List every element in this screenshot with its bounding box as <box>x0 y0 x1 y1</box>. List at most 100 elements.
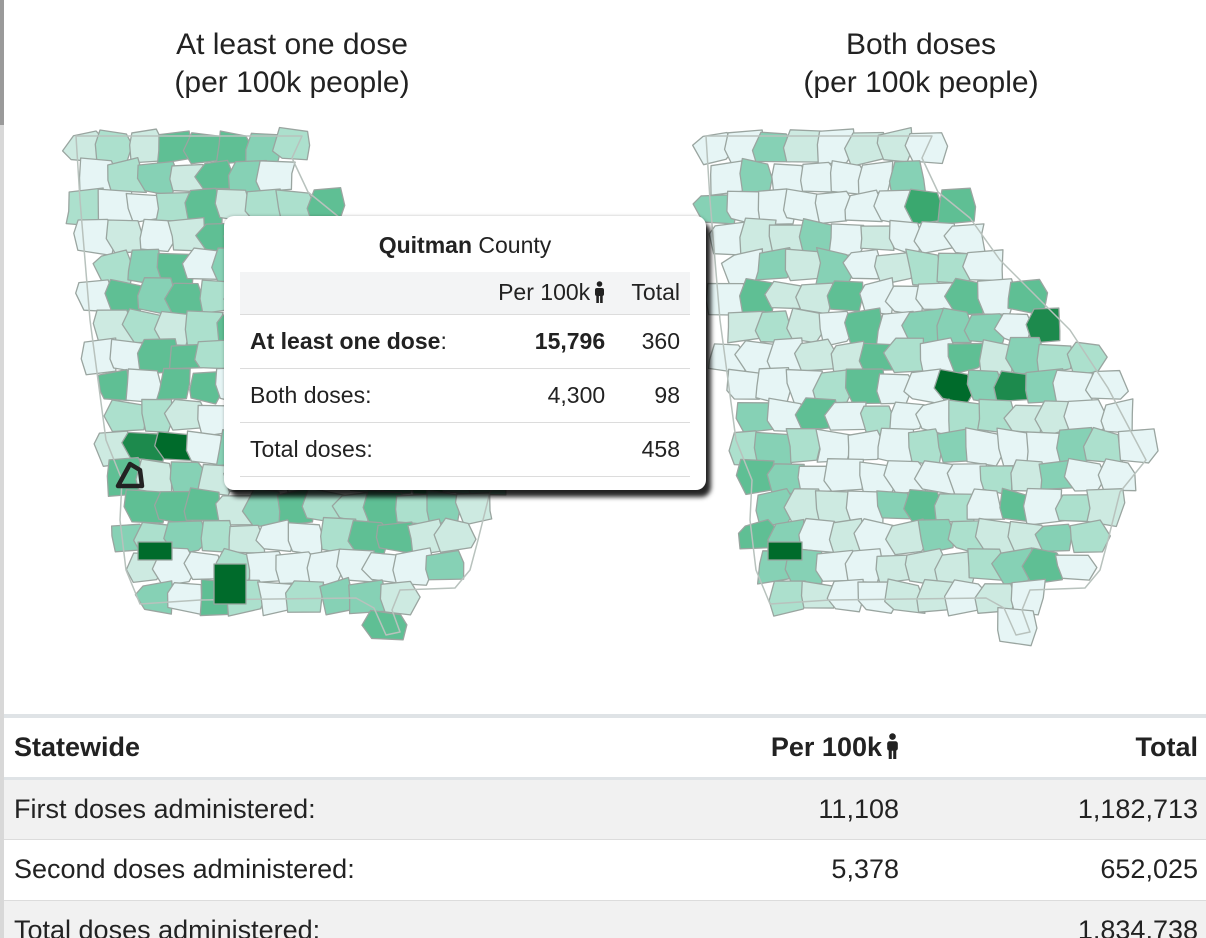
county-shape[interactable] <box>997 606 1038 647</box>
county-shape[interactable] <box>213 563 247 605</box>
county-shape[interactable] <box>847 429 887 461</box>
statewide-table: Statewide Per 100k Total First doses adm… <box>4 718 1206 938</box>
tooltip-row-label: At least one dose: <box>240 314 477 369</box>
hovered-county-outline[interactable] <box>115 461 145 489</box>
county-shape[interactable] <box>103 399 147 433</box>
tooltip-row-total: 458 <box>615 422 690 477</box>
tooltip-title: Quitman County <box>240 230 690 260</box>
county-shape[interactable] <box>917 518 955 555</box>
statewide-row: Total doses administered: 1,834,738 <box>4 900 1206 938</box>
county-shape[interactable] <box>379 580 421 616</box>
county-shape[interactable] <box>163 520 208 556</box>
county-shape[interactable] <box>1097 458 1137 492</box>
map-title-line1: At least one dose <box>176 28 408 61</box>
statewide-header-label: Statewide <box>4 718 644 780</box>
choropleth-map-both-doses[interactable] <box>690 120 1160 650</box>
tooltip-county-suffix: County <box>472 232 552 258</box>
county-shape[interactable] <box>166 582 205 616</box>
tooltip-header-empty <box>240 272 477 315</box>
county-shape[interactable] <box>844 189 884 223</box>
statewide-summary: Statewide Per 100k Total First doses adm… <box>4 714 1206 938</box>
map-title-line2: (per 100k people) <box>174 66 410 99</box>
county-shape[interactable] <box>815 428 853 463</box>
county-shape[interactable] <box>1034 523 1073 553</box>
tooltip-row-per100k: 4,300 <box>476 368 616 423</box>
map-title-line2: (per 100k people) <box>803 66 1039 99</box>
statewide-header-total: Total <box>904 718 1206 780</box>
county-shape[interactable] <box>1021 547 1067 585</box>
county-shape[interactable] <box>156 367 191 401</box>
county-shape[interactable] <box>426 489 461 525</box>
tooltip-row: Total doses: 458 <box>240 422 690 477</box>
county-shape[interactable] <box>823 458 865 492</box>
county-shape[interactable] <box>739 157 773 193</box>
county-shape[interactable] <box>785 428 822 464</box>
county-shape[interactable] <box>691 131 736 166</box>
county-shape[interactable] <box>97 368 132 402</box>
statewide-row-total: 1,182,713 <box>904 778 1206 840</box>
county-shape[interactable] <box>182 132 223 165</box>
county-shape[interactable] <box>105 219 145 254</box>
person-icon <box>887 732 898 759</box>
statewide-header-per100k: Per 100k <box>644 718 904 780</box>
county-shape[interactable] <box>767 541 803 561</box>
statewide-row-label: Second doses administered: <box>4 839 644 901</box>
county-shape[interactable] <box>1036 343 1073 376</box>
county-shape[interactable] <box>936 307 975 344</box>
county-shape[interactable] <box>826 578 865 613</box>
tooltip-row-total: 360 <box>615 314 690 369</box>
tooltip-row: At least one dose: 15,796 360 <box>240 314 690 369</box>
county-shape[interactable] <box>255 160 296 193</box>
county-shape[interactable] <box>885 518 930 556</box>
map-title-line1: Both doses <box>845 28 997 61</box>
scrollbar-track[interactable] <box>0 0 4 125</box>
person-icon <box>595 281 605 304</box>
statewide-row-label: Total doses administered: <box>4 900 644 938</box>
county-shape[interactable] <box>1084 369 1129 400</box>
county-shape[interactable] <box>905 248 942 288</box>
county-shape[interactable] <box>826 280 864 312</box>
county-shape[interactable] <box>1069 519 1111 554</box>
county-shape[interactable] <box>884 578 926 615</box>
statewide-row-total: 652,025 <box>904 839 1206 901</box>
county-shape[interactable] <box>903 188 944 225</box>
county-shape[interactable] <box>425 549 465 581</box>
county-shape[interactable] <box>1010 578 1046 616</box>
statewide-row-per100k: 5,378 <box>644 839 904 901</box>
county-shape[interactable] <box>107 157 147 194</box>
county-shape[interactable] <box>1025 307 1061 344</box>
county-shape[interactable] <box>857 160 894 196</box>
county-shape[interactable] <box>1066 341 1108 376</box>
map-title-at-least-one-dose: At least one dose (per 100k people) <box>82 26 502 102</box>
statewide-row-per100k <box>644 900 904 938</box>
state-outline <box>705 135 1147 636</box>
tooltip-row: Both doses: 4,300 98 <box>240 368 690 423</box>
county-shape[interactable] <box>1054 554 1098 581</box>
tooltip-table: Per 100k Total At least one dose: 15,796… <box>240 272 690 477</box>
county-shape[interactable] <box>255 519 297 553</box>
statewide-row-per100k: 11,108 <box>644 778 904 840</box>
tooltip-row-total: 98 <box>615 368 690 423</box>
tooltip-header-per100k-label: Per 100k <box>498 279 591 306</box>
county-shape[interactable] <box>125 368 163 404</box>
county-shape[interactable] <box>134 580 174 615</box>
page-left-border <box>0 0 4 938</box>
county-shape[interactable] <box>241 487 286 528</box>
county-shape[interactable] <box>392 547 435 586</box>
statewide-header-row: Statewide Per 100k Total <box>4 718 1206 780</box>
tooltip-header-row: Per 100k Total <box>240 272 690 315</box>
county-shape[interactable] <box>433 517 477 553</box>
tooltip-header-total: Total <box>615 272 690 315</box>
statewide-row-label: First doses administered: <box>4 778 644 840</box>
county-shape[interactable] <box>284 580 325 613</box>
county-shape[interactable] <box>287 522 323 557</box>
county-shape[interactable] <box>137 541 173 561</box>
county-shape[interactable] <box>271 126 311 161</box>
county-shape[interactable] <box>200 519 234 553</box>
county-shape[interactable] <box>876 490 912 520</box>
county-shape[interactable] <box>943 223 987 257</box>
county-shape[interactable] <box>361 609 408 641</box>
county-shape[interactable] <box>966 488 1005 520</box>
county-shape[interactable] <box>842 248 884 280</box>
tooltip-row-per100k: 15,796 <box>476 314 616 369</box>
